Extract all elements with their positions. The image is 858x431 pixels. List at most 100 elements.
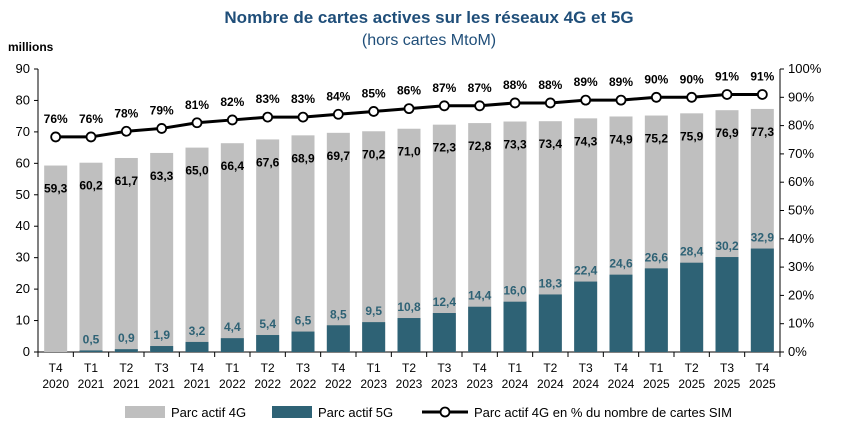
bar-5g-value-label: 28,4 <box>680 245 704 259</box>
pct-value-label: 89% <box>574 75 598 89</box>
bar-4g-value-label: 71,0 <box>397 145 421 159</box>
x-tick-label-year: 2023 <box>466 377 493 391</box>
y2-tick-label: 30% <box>788 259 814 274</box>
bar-4g <box>114 157 138 352</box>
x-tick-label-quarter: T2 <box>261 361 275 375</box>
pct-value-label: 83% <box>291 92 315 106</box>
bar-4g-value-label: 73,3 <box>503 138 527 152</box>
bar-4g-value-label: 59,3 <box>44 182 68 196</box>
bar-5g-value-label: 32,9 <box>751 231 775 245</box>
bar-4g-value-label: 60,2 <box>79 179 103 193</box>
y-tick-label: 80 <box>16 92 30 107</box>
bar-4g-value-label: 74,9 <box>609 132 633 146</box>
pct-point <box>85 131 97 143</box>
x-tick-label-year: 2025 <box>714 377 741 391</box>
x-tick-label-quarter: T2 <box>402 361 416 375</box>
bar-5g <box>362 322 386 352</box>
legend-swatch-4g <box>125 406 165 418</box>
bar-5g <box>538 294 562 352</box>
pct-value-label: 76% <box>79 112 103 126</box>
x-tick-label-quarter: T2 <box>543 361 557 375</box>
pct-point <box>721 89 733 100</box>
x-tick-label-year: 2021 <box>184 377 211 391</box>
bar-5g <box>114 349 138 352</box>
bar-4g-value-label: 63,3 <box>150 169 174 183</box>
bar-5g <box>256 335 280 352</box>
x-tick-label-year: 2021 <box>113 377 140 391</box>
y-axis-unit-label: millions <box>8 40 54 54</box>
bar-4g-value-label: 66,4 <box>221 159 245 173</box>
bar-4g-value-label: 74,3 <box>574 134 598 148</box>
y2-tick-label: 0% <box>788 344 807 359</box>
x-tick-label-year: 2022 <box>325 377 352 391</box>
legend-label-4g: Parc actif 4G <box>171 405 246 420</box>
pct-point <box>156 123 168 134</box>
pct-point <box>297 111 309 123</box>
bar-4g-value-label: 75,2 <box>645 132 669 146</box>
pct-value-label: 91% <box>750 69 774 83</box>
x-tick-label-quarter: T1 <box>225 361 239 375</box>
pct-point <box>509 97 521 109</box>
bar-5g-value-label: 8,5 <box>330 307 347 321</box>
x-tick-label-year: 2024 <box>537 377 564 391</box>
x-tick-label-quarter: T4 <box>473 361 487 375</box>
bar-4g <box>256 139 280 352</box>
bar-5g-value-label: 24,6 <box>609 257 633 271</box>
legend-label-pct: Parc actif 4G en % du nombre de cartes S… <box>474 405 732 420</box>
bar-5g <box>680 262 704 352</box>
bar-4g-value-label: 67,6 <box>256 155 280 169</box>
y-tick-label: 40 <box>16 218 30 233</box>
pct-value-label: 88% <box>503 78 527 92</box>
pct-value-label: 85% <box>362 86 386 100</box>
x-tick-label-year: 2022 <box>254 377 281 391</box>
y-tick-label: 20 <box>16 281 30 296</box>
pct-point <box>686 91 698 103</box>
x-tick-label-quarter: T4 <box>755 361 769 375</box>
x-tick-label-quarter: T3 <box>296 361 310 375</box>
bar-5g <box>291 331 315 352</box>
y-tick-label: 70 <box>16 124 30 139</box>
pct-value-label: 90% <box>680 72 704 86</box>
bar-4g-value-label: 73,4 <box>539 137 563 151</box>
pct-point <box>756 89 768 100</box>
x-tick-label-year: 2023 <box>431 377 458 391</box>
x-tick-label-quarter: T3 <box>155 361 169 375</box>
y-tick-label: 10 <box>16 313 30 328</box>
pct-value-label: 86% <box>397 84 421 98</box>
y-tick-label: 60 <box>16 155 30 170</box>
bar-4g-value-label: 72,8 <box>468 139 492 153</box>
pct-point <box>368 106 380 117</box>
bar-5g <box>79 350 103 352</box>
bar-4g-value-label: 65,0 <box>185 164 209 178</box>
x-tick-label-quarter: T3 <box>579 361 593 375</box>
bar-5g <box>432 313 456 352</box>
pct-value-label: 81% <box>185 98 209 112</box>
bar-5g <box>574 281 598 352</box>
pct-point <box>50 131 62 143</box>
legend-label-5g: Parc actif 5G <box>318 405 393 420</box>
pct-value-label: 87% <box>432 81 456 95</box>
bar-4g <box>185 147 209 352</box>
y-tick-label: 0 <box>23 344 30 359</box>
pct-value-label: 87% <box>468 81 492 95</box>
bar-5g-value-label: 6,5 <box>295 314 312 328</box>
bar-5g-value-label: 4,4 <box>224 320 241 334</box>
bar-4g-value-label: 69,7 <box>327 149 351 163</box>
pct-value-label: 78% <box>114 106 138 120</box>
bar-5g <box>150 346 174 352</box>
pct-point <box>650 91 662 103</box>
bar-4g-value-label: 70,2 <box>362 147 386 161</box>
bar-4g <box>397 128 421 352</box>
x-tick-label-year: 2022 <box>290 377 317 391</box>
x-tick-label-year: 2022 <box>219 377 246 391</box>
x-tick-label-quarter: T4 <box>614 361 628 375</box>
bar-4g <box>326 132 350 352</box>
y-tick-label: 50 <box>16 187 30 202</box>
x-tick-label-quarter: T1 <box>649 361 663 375</box>
pct-value-label: 76% <box>44 112 68 126</box>
bar-5g-value-label: 16,0 <box>503 284 527 298</box>
y2-tick-label: 60% <box>788 174 814 189</box>
bar-5g <box>750 248 774 352</box>
